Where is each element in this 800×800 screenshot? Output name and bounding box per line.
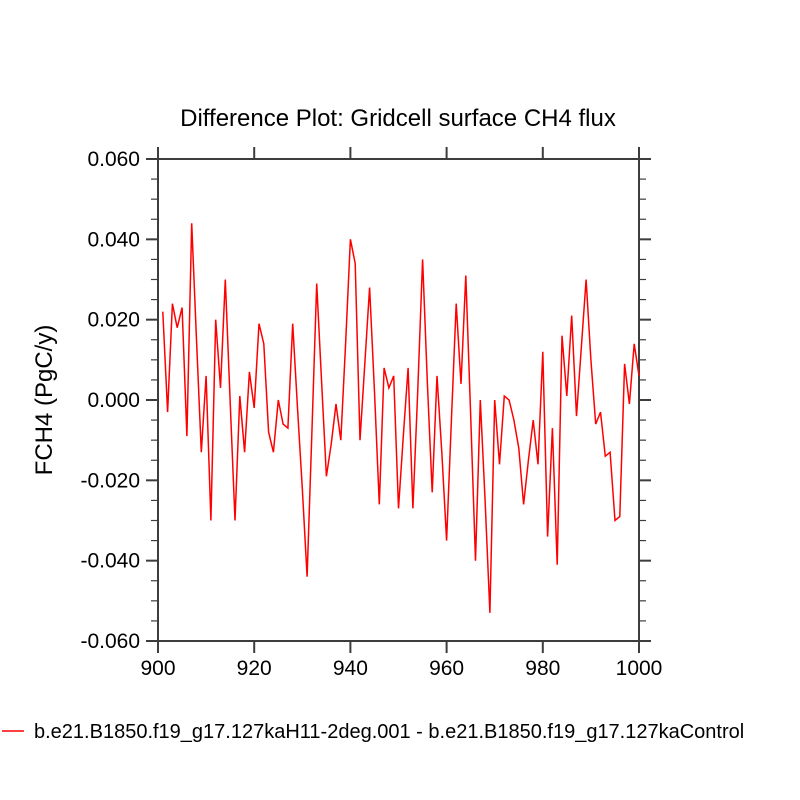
y-axis-tick-label: -0.060: [80, 630, 140, 653]
x-axis-tick-label: 940: [333, 657, 368, 680]
y-axis-tick-label: -0.020: [80, 469, 140, 492]
x-axis-tick-label: 980: [525, 657, 560, 680]
y-axis-tick-label: 0.020: [87, 309, 140, 332]
y-axis-tick-label: -0.040: [80, 550, 140, 573]
y-axis-tick-label: 0.000: [87, 389, 140, 412]
x-axis-tick-label: 1000: [616, 657, 663, 680]
y-axis-tick-label: 0.060: [87, 148, 140, 171]
plot-area: 900 920 940 960 980 1000 0.060 0.040 0.020 0.000 -…: [80, 147, 662, 680]
x-axis-tick-label: 900: [140, 657, 175, 680]
x-axis-tick-label: 960: [429, 657, 464, 680]
x-axis-tick-label: 920: [237, 657, 272, 680]
y-axis-title: FCH4 (PgC/y): [31, 325, 58, 476]
legend: b.e21.B1850.f19_g17.127kaH11-2deg.001 - …: [2, 721, 744, 743]
chart-title: Difference Plot: Gridcell surface CH4 fl…: [180, 105, 616, 132]
data-line: [162, 223, 640, 613]
y-axis-tick-label: 0.040: [87, 228, 140, 251]
legend-label: b.e21.B1850.f19_g17.127kaH11-2deg.001 - …: [34, 721, 744, 743]
